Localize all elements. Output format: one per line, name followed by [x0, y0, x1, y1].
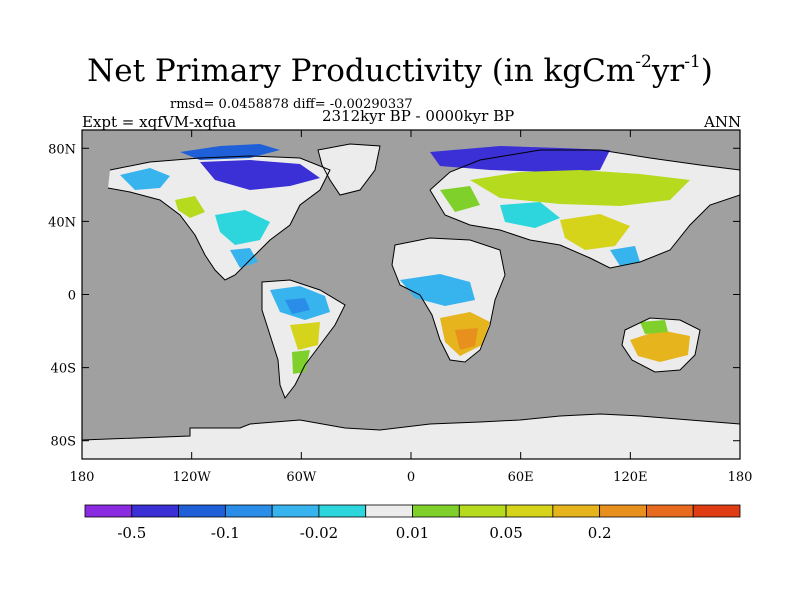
period-label: 2312kyr BP - 0000kyr BP — [322, 107, 515, 125]
plot-title: Net Primary Productivity (in kgCm-2yr-1) — [87, 52, 713, 89]
lon-tick-label: 180 — [70, 470, 95, 485]
lat-tick-label: 80S — [51, 435, 76, 450]
colorbar-swatch — [178, 504, 226, 518]
colorbar-swatch — [692, 504, 741, 518]
east-asia-field — [560, 214, 630, 250]
colorbar-swatch — [224, 504, 273, 518]
arctic-canada-field — [200, 160, 320, 190]
colorbar-label: 0.05 — [489, 524, 522, 542]
colorbar-swatch — [131, 504, 179, 518]
europe-field — [440, 186, 480, 212]
colorbar-label: 0.01 — [396, 524, 429, 542]
lon-tick-label: 120E — [613, 470, 647, 485]
colorbar-swatch — [412, 504, 460, 518]
na-field-se — [230, 248, 258, 268]
colorbar-swatch — [505, 504, 554, 518]
se-asia-field — [610, 246, 640, 266]
coastlines — [82, 143, 740, 441]
siberia-field — [470, 170, 690, 206]
greenland — [318, 144, 380, 195]
season-label: ANN — [704, 113, 742, 131]
sa-field-yellow — [290, 322, 320, 350]
colorbar-swatch — [271, 504, 320, 518]
southern-africa-core-field — [455, 328, 478, 350]
lon-tick-label: 60E — [508, 470, 534, 485]
colorbar-swatch — [646, 504, 694, 518]
lon-tick-label: 120W — [173, 470, 212, 485]
na-field-yellow — [175, 196, 205, 218]
antarctica — [82, 414, 740, 459]
colorbar: -0.5 -0.1 -0.02 0.01 0.05 0.2 — [84, 504, 741, 542]
sa-field-green — [292, 350, 310, 374]
colorbar-label: -0.5 — [117, 524, 146, 542]
na-field-teal — [215, 210, 270, 245]
colorbar-swatch — [552, 504, 601, 518]
colorbar-label: 0.2 — [588, 524, 612, 542]
lat-tick-label: 0 — [68, 289, 76, 304]
lat-tick-label: 80N — [48, 142, 76, 157]
australia-field — [630, 330, 690, 362]
land-fields — [82, 144, 740, 459]
colorbar-swatch — [599, 504, 647, 518]
lat-tick-label: 40S — [51, 362, 76, 377]
map-axes: 180 120W 60W 0 60E 120E 180 80N 40N 0 40S 80S — [48, 130, 752, 485]
colorbar-label: -0.1 — [211, 524, 240, 542]
map-area — [82, 130, 740, 459]
stats-line: rmsd= 0.0458878 diff= -0.00290337 — [170, 97, 413, 112]
arctic-eurasia-field — [430, 146, 610, 172]
colorbar-label: -0.02 — [300, 524, 338, 542]
central-asia-field — [500, 202, 560, 228]
amazon-core-field — [285, 298, 310, 314]
africa-tropics-field — [400, 274, 475, 306]
colorbar-swatch — [318, 504, 367, 518]
lat-tick-label: 40N — [48, 215, 76, 230]
colorbar-swatch — [84, 504, 133, 518]
lon-tick-label: 60W — [286, 470, 317, 485]
na-field-cyan — [120, 168, 170, 190]
colorbar-swatch — [458, 504, 507, 518]
experiment-label: Expt = xqfVM-xqfua — [82, 113, 237, 131]
lon-tick-label: 180 — [728, 470, 753, 485]
australia-north-field — [640, 320, 668, 334]
colorbar-swatch — [365, 504, 413, 518]
lon-tick-label: 0 — [407, 470, 415, 485]
